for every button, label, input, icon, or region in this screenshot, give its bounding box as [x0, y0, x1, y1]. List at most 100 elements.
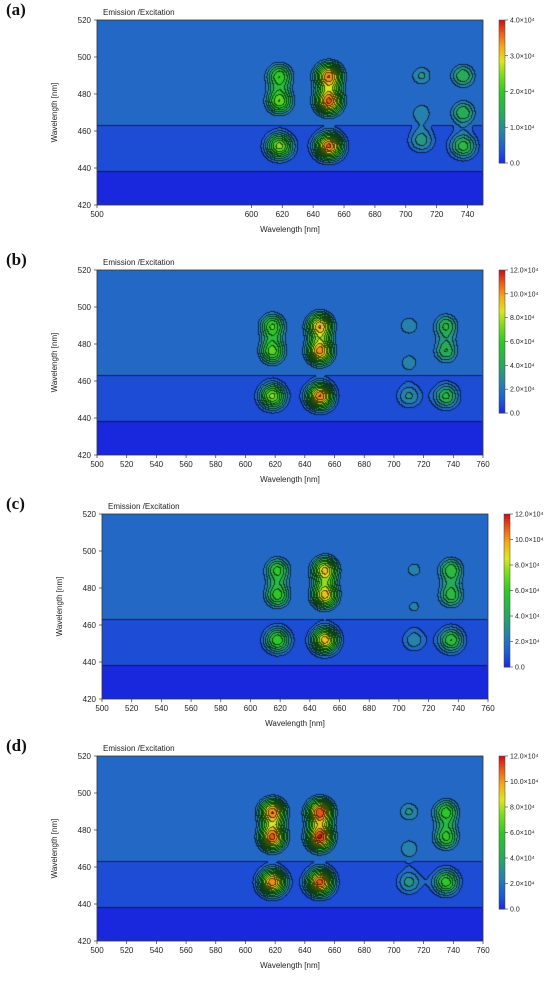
colorbar-segment	[499, 850, 505, 854]
x-tick-label: 600	[245, 210, 259, 219]
colorbar-segment	[499, 277, 505, 281]
colorbar-segment	[499, 343, 505, 347]
colorbar-segment	[499, 101, 505, 104]
colorbar-tick-label: 4.0×10⁴	[510, 18, 535, 25]
x-tick-label: 700	[399, 210, 413, 219]
colorbar-segment	[504, 613, 510, 617]
colorbar-segment	[499, 875, 505, 879]
colorbar-segment	[504, 521, 510, 525]
colorbar-segment	[499, 346, 505, 350]
y-tick-label: 520	[78, 266, 92, 275]
colorbar-segment	[499, 370, 505, 373]
colorbar-segment	[504, 600, 510, 604]
colorbar-segment	[499, 761, 505, 765]
colorbar-segment	[499, 324, 505, 328]
y-axis-label: Wavelength [nm]	[50, 819, 59, 879]
colorbar-segment	[504, 654, 510, 658]
x-tick-label: 640	[303, 704, 317, 713]
colorbar-segment	[504, 547, 510, 551]
colorbar-segment	[499, 81, 505, 85]
plot-frame	[96, 19, 484, 206]
colorbar-segment	[499, 901, 505, 905]
colorbar-segment	[499, 372, 505, 376]
colorbar-segment	[499, 74, 505, 78]
colorbar-segment	[499, 893, 505, 897]
colorbar-segment	[499, 160, 505, 164]
x-tick-label: 560	[184, 704, 198, 713]
colorbar-segment	[504, 536, 510, 540]
colorbar-segment	[504, 519, 510, 523]
x-tick-label: 640	[298, 946, 312, 955]
colorbar-segment	[499, 43, 505, 47]
colorbar-segment	[499, 868, 505, 872]
colorbar-segment	[499, 789, 505, 793]
colorbar-segment	[499, 89, 505, 92]
colorbar-segment	[499, 329, 505, 333]
colorbar-segment	[499, 360, 505, 364]
colorbar-segment	[504, 544, 510, 548]
heatmap-surface	[97, 20, 483, 205]
colorbar-segment	[499, 62, 505, 66]
colorbar-segment	[504, 534, 510, 538]
colorbar-segment	[499, 756, 505, 760]
colorbar-segment	[499, 34, 505, 38]
x-tick-label: 660	[337, 210, 351, 219]
colorbar-segment	[499, 776, 505, 780]
x-tick-label: 720	[417, 460, 431, 469]
colorbar-tick-label: 2.0×10⁴	[510, 881, 535, 888]
y-tick-label: 520	[83, 510, 97, 519]
colorbar-segment	[499, 891, 505, 895]
y-tick-label: 500	[83, 547, 97, 556]
colorbar-segment	[504, 610, 510, 614]
colorbar-segment	[504, 557, 510, 561]
colorbar-segment	[499, 296, 505, 300]
colorbar-segment	[499, 391, 505, 395]
colorbar-segment	[499, 115, 505, 119]
y-tick-label: 500	[78, 303, 92, 312]
colorbar-segment	[499, 77, 505, 81]
x-tick-label: 700	[387, 946, 401, 955]
plot-frame	[96, 269, 484, 456]
colorbar-segment	[499, 799, 505, 803]
colorbar-segment	[499, 382, 505, 385]
colorbar-segment	[499, 353, 505, 357]
y-tick-label: 420	[78, 201, 92, 210]
colorbar-segment	[499, 809, 505, 813]
y-axis-label: Wavelength [nm]	[50, 333, 59, 393]
colorbar-tick-label: 0.0	[510, 411, 520, 418]
panel-label: (d)	[6, 736, 27, 755]
colorbar-segment	[499, 773, 505, 777]
heatmap-chart: Emission /Excitation 500 520 540 560 580 600 62…	[50, 258, 539, 484]
colorbar-segment	[499, 293, 505, 297]
colorbar-segment	[499, 410, 505, 414]
colorbar-segment	[499, 403, 505, 407]
colorbar-segment	[504, 577, 510, 581]
colorbar-segment	[504, 641, 510, 645]
colorbar-segment	[499, 845, 505, 849]
colorbar-segment	[504, 559, 510, 563]
panel-label: (c)	[6, 494, 25, 513]
y-tick-label: 480	[78, 826, 92, 835]
colorbar-segment	[504, 539, 510, 543]
y-tick-label: 520	[78, 16, 92, 25]
colorbar-segment	[499, 888, 505, 892]
colorbar-segment	[499, 794, 505, 798]
colorbar-segment	[499, 852, 505, 856]
colorbar-segment	[499, 127, 505, 131]
colorbar-tick-label: 0.0	[515, 665, 525, 672]
chart-title: Emission /Excitation	[103, 8, 175, 17]
colorbar-segment	[499, 758, 505, 762]
colorbar-tick-label: 6.0×10⁴	[510, 830, 535, 837]
colorbar-segment	[499, 122, 505, 126]
y-tick-label: 460	[78, 377, 92, 386]
colorbar-tick-label: 8.0×10⁴	[510, 805, 535, 812]
x-tick-label: 600	[244, 704, 258, 713]
colorbar-segment	[499, 143, 505, 147]
colorbar-segment	[499, 883, 505, 887]
x-tick-label: 640	[306, 210, 320, 219]
colorbar-segment	[499, 86, 505, 90]
colorbar-segment	[504, 529, 510, 533]
x-tick-label: 520	[120, 460, 134, 469]
x-tick-label: 540	[155, 704, 169, 713]
colorbar-segment	[499, 136, 505, 140]
